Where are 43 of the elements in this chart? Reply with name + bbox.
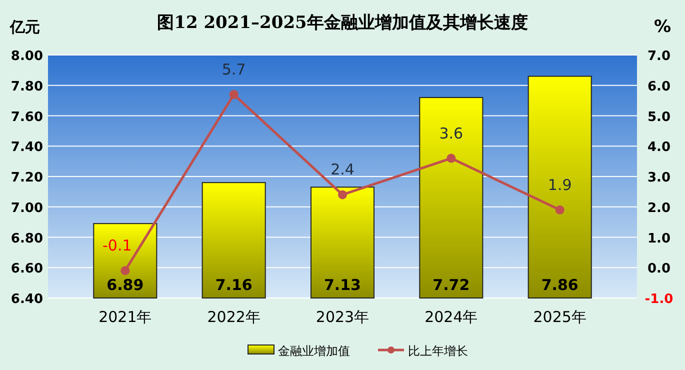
data-label: 7.86 [541,276,578,294]
y2-tick-label: 2.0 [647,200,671,216]
y2-tick-label: 7.0 [647,49,671,64]
y2-tick-label: 1.0 [647,231,671,246]
data-label: 2.4 [330,160,354,179]
data-label: 7.72 [432,276,470,294]
y-tick-label: 7.00 [10,200,43,216]
y-tick-label: 6.40 [10,292,43,307]
y-tick-label: 7.60 [10,110,43,125]
x-tick-label: 2024年 [424,308,478,326]
x-tick-label: 2022年 [207,308,260,326]
y-tick-label: 8.00 [10,49,43,64]
legend-label: 金融业增加值 [278,344,350,358]
y2-axis-title: % [654,17,671,37]
data-label: 1.9 [548,176,572,194]
data-label: 3.6 [439,124,464,142]
y2-tick-label: 5.0 [647,110,671,125]
y2-tick-label: -1.0 [644,292,674,307]
chart-title: 图12 2021–2025年金融业增加值及其增长速度 [157,13,528,33]
point [229,90,238,99]
x-tick-label: 2021年 [98,308,152,326]
data-label: 6.89 [106,276,144,294]
point [555,205,564,214]
data-label: 5.7 [222,60,246,78]
y2-tick-label: 3.0 [647,170,671,186]
y-tick-label: 7.40 [10,140,43,156]
x-tick-label: 2025年 [533,308,586,326]
data-label: -0.1 [102,236,132,255]
y2-tick-label: 6.0 [647,79,671,94]
y-tick-label: 7.20 [10,170,43,186]
y-tick-label: 6.80 [10,231,43,246]
y-axis-title: 亿元 [9,18,40,36]
legend-label: 比上年增长 [408,344,468,358]
data-label: 7.13 [324,276,362,294]
point [120,266,130,276]
y2-tick-label: 4.0 [647,140,671,156]
point [338,190,347,200]
x-tick-label: 2023年 [316,308,370,326]
y2-tick-label: 0.0 [647,262,671,277]
y-tick-label: 6.60 [10,262,43,277]
data-label: 7.16 [215,276,252,294]
point [446,154,456,163]
y-tick-label: 7.80 [10,79,43,94]
